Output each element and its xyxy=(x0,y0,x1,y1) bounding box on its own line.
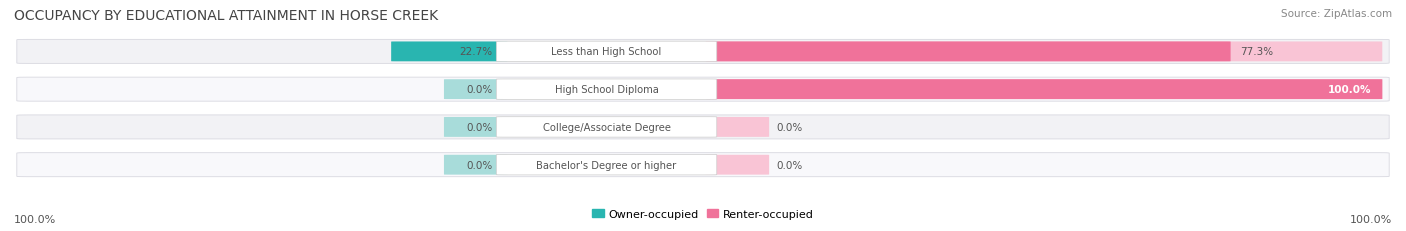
Text: 0.0%: 0.0% xyxy=(465,160,492,170)
FancyBboxPatch shape xyxy=(17,153,1389,177)
FancyBboxPatch shape xyxy=(706,42,1230,62)
Text: 0.0%: 0.0% xyxy=(465,85,492,95)
FancyBboxPatch shape xyxy=(17,116,1389,139)
FancyBboxPatch shape xyxy=(706,118,769,137)
FancyBboxPatch shape xyxy=(444,80,508,100)
FancyBboxPatch shape xyxy=(391,42,508,62)
FancyBboxPatch shape xyxy=(706,80,1382,100)
Text: Source: ZipAtlas.com: Source: ZipAtlas.com xyxy=(1281,9,1392,19)
FancyBboxPatch shape xyxy=(17,78,1389,102)
Legend: Owner-occupied, Renter-occupied: Owner-occupied, Renter-occupied xyxy=(588,204,818,223)
Text: 100.0%: 100.0% xyxy=(1327,85,1371,95)
FancyBboxPatch shape xyxy=(496,117,717,137)
FancyBboxPatch shape xyxy=(706,155,769,175)
Text: Less than High School: Less than High School xyxy=(551,47,662,57)
Text: OCCUPANCY BY EDUCATIONAL ATTAINMENT IN HORSE CREEK: OCCUPANCY BY EDUCATIONAL ATTAINMENT IN H… xyxy=(14,9,439,23)
FancyBboxPatch shape xyxy=(706,42,1382,62)
FancyBboxPatch shape xyxy=(444,118,508,137)
Text: College/Associate Degree: College/Associate Degree xyxy=(543,122,671,132)
FancyBboxPatch shape xyxy=(496,42,717,62)
FancyBboxPatch shape xyxy=(496,80,717,100)
FancyBboxPatch shape xyxy=(706,80,1382,100)
Text: 0.0%: 0.0% xyxy=(776,160,803,170)
Text: High School Diploma: High School Diploma xyxy=(554,85,658,95)
Text: 100.0%: 100.0% xyxy=(1350,214,1392,224)
Text: 100.0%: 100.0% xyxy=(14,214,56,224)
FancyBboxPatch shape xyxy=(444,155,508,175)
Text: Bachelor's Degree or higher: Bachelor's Degree or higher xyxy=(537,160,676,170)
FancyBboxPatch shape xyxy=(496,155,717,175)
Text: 77.3%: 77.3% xyxy=(1240,47,1274,57)
Text: 0.0%: 0.0% xyxy=(776,122,803,132)
Text: 22.7%: 22.7% xyxy=(460,47,492,57)
Text: 0.0%: 0.0% xyxy=(465,122,492,132)
FancyBboxPatch shape xyxy=(17,40,1389,64)
